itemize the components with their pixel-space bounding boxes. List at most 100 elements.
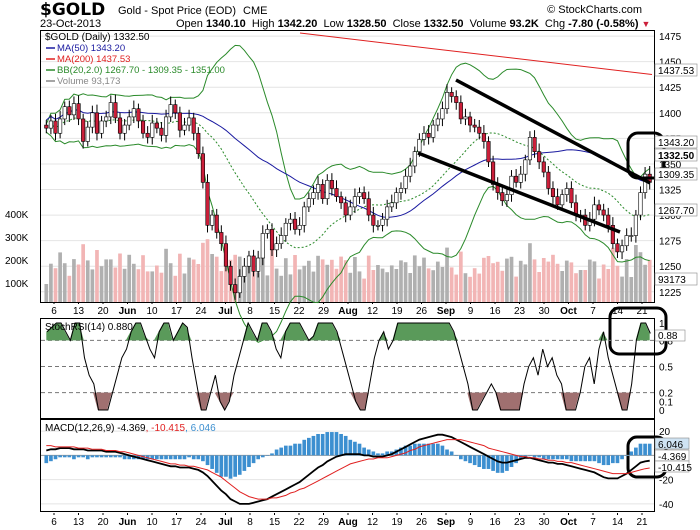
candle-body — [154, 122, 159, 129]
x-tick-label-top: 22 — [293, 306, 305, 317]
price-right-label: 1343.20 — [658, 138, 695, 149]
volume-bar — [260, 248, 265, 302]
candle-body — [555, 196, 560, 206]
stoch-tick-label: 0.2 — [659, 389, 673, 400]
volume-bar — [136, 269, 141, 302]
volume-bar — [578, 270, 583, 302]
x-tick-label-bottom: 19 — [391, 517, 403, 528]
volume-bar — [486, 256, 491, 302]
volume-bar — [482, 257, 486, 302]
candle-body — [122, 124, 127, 134]
volume-bar — [205, 239, 210, 302]
volume-bar — [62, 263, 67, 302]
candle-body — [629, 235, 634, 237]
macd-histogram-bar — [371, 451, 376, 456]
volume-bar — [403, 262, 408, 302]
macd-histogram-bar — [380, 453, 385, 456]
macd-histogram-bar — [541, 455, 546, 460]
candle-body — [182, 124, 187, 131]
macd-histogram-bar — [472, 455, 477, 466]
macd-histogram-bar — [67, 455, 72, 458]
macd-histogram-bar — [486, 455, 491, 469]
candle-body — [113, 102, 118, 119]
price-right-label: 1332.50 — [658, 151, 695, 162]
volume-bar — [357, 271, 362, 302]
candle-body — [246, 255, 252, 267]
ma200-line — [299, 32, 653, 75]
stoch-right-label: 0.88 — [658, 331, 678, 342]
x-tick-label-top: 15 — [269, 306, 281, 317]
x-tick-label-bottom: 12 — [367, 517, 379, 528]
x-tick-label-bottom: 22 — [293, 517, 305, 528]
macd-histogram-bar — [159, 455, 164, 460]
candle-body — [108, 102, 113, 118]
macd-legend-value: , -10.415 — [146, 423, 186, 434]
volume-bar — [449, 267, 454, 302]
candle-body — [417, 139, 422, 152]
macd-tick-label: -20 — [659, 476, 674, 487]
price-right-label: 1437.53 — [658, 66, 695, 77]
x-tick-label-top: Aug — [338, 306, 357, 317]
stoch-tick-label: 0.1 — [659, 397, 673, 408]
macd-histogram-bar — [587, 455, 592, 462]
volume-bar — [155, 265, 159, 302]
candle-body — [150, 122, 155, 138]
volume-bar — [104, 259, 109, 302]
legend-entry: BB(20,2.0) 1267.70 - 1309.35 - 1351.00 — [57, 65, 225, 76]
volume-bar — [555, 263, 560, 302]
volume-bar — [288, 274, 293, 302]
volume-bar — [270, 247, 274, 302]
volume-bar — [256, 272, 261, 302]
volume-bar — [647, 259, 652, 302]
macd-histogram-bar — [168, 455, 173, 460]
macd-histogram-bar — [270, 453, 274, 456]
candle-body — [274, 243, 279, 251]
volume-bar — [606, 269, 611, 302]
volume-bar — [505, 258, 509, 302]
volume-bar — [76, 264, 81, 302]
macd-histogram-bar — [228, 455, 233, 479]
volume-bar — [81, 244, 85, 302]
macd-histogram-bar — [532, 455, 537, 458]
candle-body — [187, 117, 192, 126]
volume-bar — [385, 272, 389, 302]
macd-histogram-bar — [495, 455, 500, 473]
candle-body — [339, 196, 344, 204]
macd-histogram-bar — [500, 455, 505, 473]
candle-body — [71, 103, 76, 116]
high-value: 1342.20 — [277, 18, 318, 30]
price-right-label: 1267.70 — [658, 206, 695, 217]
volume-bar — [191, 259, 196, 302]
macd-histogram-bar — [624, 455, 629, 456]
candle-body — [380, 218, 385, 226]
candle-body — [265, 229, 270, 234]
x-tick-label-top: Sep — [437, 306, 455, 317]
macd-histogram-bar — [260, 455, 265, 458]
candle-body — [546, 171, 551, 189]
volume-bar — [435, 261, 440, 302]
stoch-tick-label: 0.8 — [659, 336, 673, 347]
volume-bar — [233, 254, 237, 302]
price-tick-label: 1400 — [659, 109, 682, 120]
candle-body — [638, 192, 643, 216]
candle-body — [44, 124, 49, 129]
candle-body — [288, 218, 293, 224]
volume-bar — [422, 257, 426, 302]
volume-bar — [376, 265, 380, 302]
x-axis-bottom: 6 13 20 Jun 10 17 24 Jul 8 15 22 29 Aug 12 19 26 Sep 9 16 2… — [51, 513, 648, 528]
macd-histogram-bar — [634, 447, 638, 456]
candle-body — [242, 265, 247, 277]
volume-bar — [53, 268, 58, 302]
down-arrow-icon: ▼ — [641, 19, 651, 29]
candle-body — [366, 198, 371, 216]
volume-bar — [293, 255, 297, 302]
macd-histogram-bar — [44, 455, 49, 464]
price-tick-label: 1275 — [659, 237, 682, 248]
candle-body — [279, 235, 284, 245]
macd-histogram-bar — [348, 439, 353, 456]
x-tick-label-bottom: Aug — [338, 517, 357, 528]
macd-histogram-bar — [155, 455, 159, 460]
candle-body — [509, 175, 514, 195]
candle-body — [596, 204, 602, 211]
macd-histogram-bar — [569, 455, 574, 462]
